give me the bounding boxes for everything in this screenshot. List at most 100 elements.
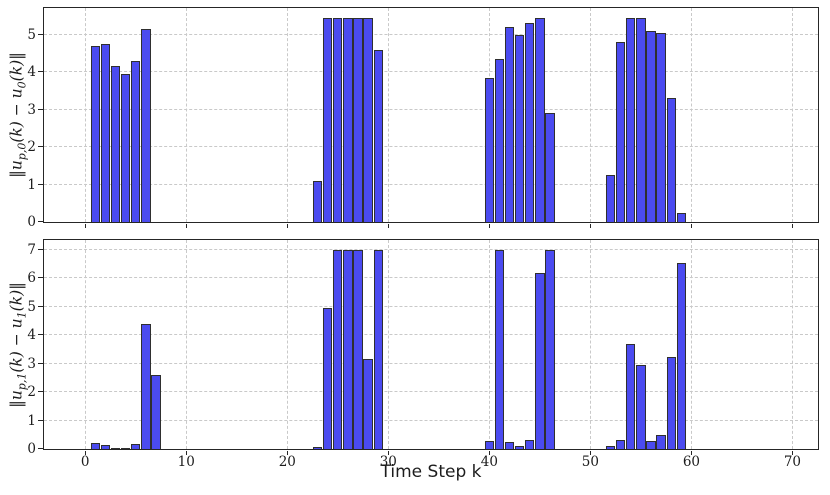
x-axis-label: Time Step k — [380, 462, 482, 482]
bar — [322, 308, 333, 449]
bar — [141, 323, 151, 449]
gridline-horizontal — [44, 391, 818, 393]
y-tick-mark — [38, 334, 43, 336]
y-axis-label-segment: (k)‖ — [7, 282, 26, 312]
y-axis-label-segment: ‖u — [7, 160, 26, 178]
bar — [525, 23, 535, 222]
gridline-horizontal — [44, 183, 818, 185]
bar — [656, 434, 666, 449]
bar — [333, 17, 343, 222]
bar — [343, 249, 353, 449]
y-axis-label-subscript: p,1 — [15, 372, 29, 391]
bar — [535, 17, 545, 222]
gridline-horizontal — [44, 33, 818, 35]
bar — [353, 249, 363, 449]
y-tick-label: 4 — [27, 327, 36, 344]
y-tick-mark — [38, 305, 43, 307]
x-tick-label: 20 — [278, 454, 296, 470]
y-tick-mark — [38, 183, 43, 185]
x-tick-mark — [287, 223, 289, 228]
gridline-vertical — [388, 240, 390, 449]
gridline-vertical — [287, 240, 289, 449]
y-axis-label-subscript: 0 — [15, 81, 29, 89]
y-tick-label: 4 — [27, 64, 36, 81]
bar — [312, 447, 323, 449]
y-axis-label-segment: ‖u — [7, 390, 26, 408]
y-axis-label-segment: (k) − u — [7, 318, 26, 373]
x-tick-mark — [691, 223, 693, 228]
y-tick-label: 3 — [27, 101, 36, 118]
x-tick-label: 60 — [682, 454, 700, 470]
bar — [504, 441, 515, 449]
bar — [666, 356, 676, 449]
y-tick-label: 6 — [27, 270, 36, 287]
y-axis-label-bottom: ‖up,1(k) − u1(k)‖ — [7, 282, 28, 408]
bar — [120, 447, 131, 449]
bar — [494, 58, 505, 222]
y-tick-mark — [38, 146, 43, 148]
gridline-vertical — [186, 8, 188, 222]
bar — [615, 439, 626, 449]
bar — [131, 60, 141, 222]
bar — [545, 113, 555, 222]
y-tick-mark — [38, 391, 43, 393]
y-axis-label-subscript: p,0 — [15, 142, 29, 161]
bar — [373, 249, 383, 449]
x-tick-label: 50 — [581, 454, 599, 470]
bar — [484, 77, 495, 222]
bar — [312, 180, 323, 222]
bar — [110, 448, 121, 449]
y-tick-label: 2 — [27, 139, 36, 156]
bar — [676, 212, 686, 222]
gridline-horizontal — [44, 248, 818, 250]
bar — [363, 359, 373, 449]
y-tick-mark — [38, 33, 43, 35]
bar — [646, 30, 656, 222]
bar — [605, 175, 616, 222]
x-tick-mark — [186, 450, 188, 455]
gridline-horizontal — [44, 71, 818, 73]
bar — [141, 29, 151, 222]
y-tick-label: 5 — [27, 298, 36, 315]
x-tick-mark — [590, 223, 592, 228]
y-tick-mark — [38, 448, 43, 449]
x-tick-label: 10 — [177, 454, 195, 470]
x-tick-label: 40 — [480, 454, 498, 470]
bar — [514, 34, 525, 222]
gridline-vertical — [85, 240, 87, 449]
bar — [636, 365, 646, 449]
x-tick-mark — [388, 223, 390, 228]
bar — [373, 49, 383, 222]
bar — [100, 43, 111, 222]
y-tick-label: 1 — [27, 176, 36, 193]
x-tick-mark — [186, 223, 188, 228]
bar — [514, 445, 525, 449]
bar — [90, 45, 101, 222]
y-tick-label: 1 — [27, 412, 36, 429]
gridline-vertical — [590, 240, 592, 449]
x-tick-mark — [85, 223, 87, 228]
bar — [666, 98, 676, 222]
x-tick-mark — [792, 223, 794, 228]
gridline-vertical — [691, 240, 693, 449]
gridline-horizontal — [44, 362, 818, 364]
bar — [605, 446, 616, 449]
bar — [90, 443, 101, 449]
bar — [322, 17, 333, 222]
y-tick-label: 2 — [27, 384, 36, 401]
gridline-vertical — [792, 8, 794, 222]
y-tick-label: 3 — [27, 355, 36, 372]
bar — [151, 375, 161, 449]
bar — [100, 445, 111, 449]
y-tick-label: 7 — [27, 241, 36, 258]
gridline-horizontal — [44, 146, 818, 148]
y-tick-label: 5 — [27, 26, 36, 43]
x-tick-mark — [792, 450, 794, 455]
y-axis-label-top: ‖up,0(k) − u0(k)‖ — [7, 52, 28, 178]
bar — [504, 27, 515, 222]
y-tick-label: 0 — [27, 214, 36, 230]
bar — [545, 249, 555, 449]
y-axis-label-subscript: 1 — [15, 311, 29, 319]
x-tick-label: 70 — [783, 454, 802, 470]
gridline-vertical — [388, 8, 390, 222]
